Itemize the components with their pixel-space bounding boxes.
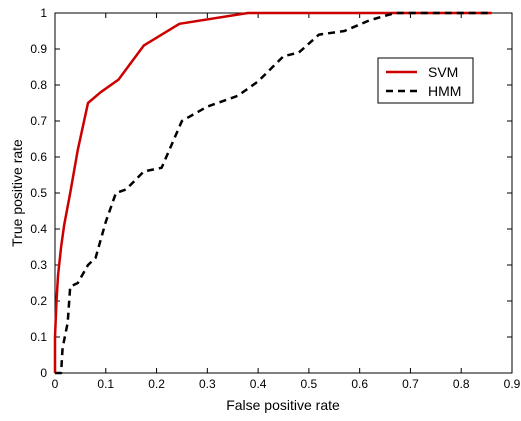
y-tick-label: 0.4: [30, 222, 47, 236]
legend-label-hmm: HMM: [428, 83, 461, 99]
x-tick-label: 0.4: [250, 377, 267, 391]
x-tick-label: 0.1: [97, 377, 114, 391]
x-tick-label: 0.7: [402, 377, 419, 391]
y-tick-label: 1: [40, 6, 47, 20]
y-tick-label: 0.1: [30, 330, 47, 344]
y-tick-label: 0.5: [30, 186, 47, 200]
legend: SVM HMM: [377, 57, 474, 104]
x-tick-label: 0.9: [504, 377, 521, 391]
x-tick-label: 0.2: [148, 377, 165, 391]
y-axis-ticks: 0 0.1 0.2 0.3 0.4 0.5 0.6 0.7 0.8 0.9 1: [30, 6, 512, 380]
y-axis-label: True positive rate: [9, 139, 25, 247]
x-tick-label: 0.6: [351, 377, 368, 391]
x-tick-label: 0: [52, 377, 59, 391]
legend-label-svm: SVM: [428, 64, 458, 80]
x-axis-label: False positive rate: [226, 397, 340, 413]
y-tick-label: 0.2: [30, 294, 47, 308]
series-line-svm: [53, 11, 492, 373]
series-layer: [53, 11, 492, 375]
y-tick-label: 0: [40, 366, 47, 380]
x-tick-label: 0.3: [199, 377, 216, 391]
y-tick-label: 0.7: [30, 114, 47, 128]
x-tick-label: 0.8: [453, 377, 470, 391]
legend-box: [377, 57, 474, 104]
series-line-hmm: [55, 11, 492, 375]
y-tick-label: 0.6: [30, 150, 47, 164]
x-axis-ticks: 0 0.1 0.2 0.3 0.4 0.5 0.6 0.7 0.8 0.9: [52, 13, 521, 391]
x-tick-label: 0.5: [301, 377, 318, 391]
y-tick-label: 0.3: [30, 258, 47, 272]
y-tick-label: 0.8: [30, 78, 47, 92]
y-tick-label: 0.9: [30, 42, 47, 56]
